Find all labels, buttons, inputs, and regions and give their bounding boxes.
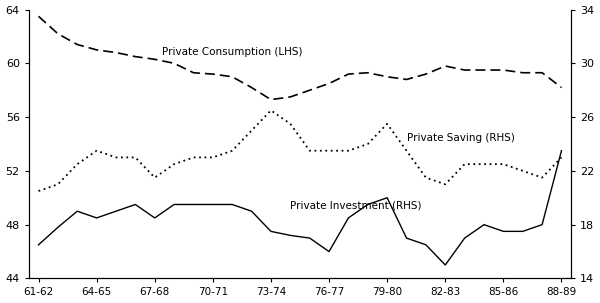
Text: Private Consumption (LHS): Private Consumption (LHS) [162, 47, 302, 57]
Text: Private Saving (RHS): Private Saving (RHS) [407, 133, 514, 143]
Text: Private Investment (RHS): Private Investment (RHS) [290, 201, 422, 211]
